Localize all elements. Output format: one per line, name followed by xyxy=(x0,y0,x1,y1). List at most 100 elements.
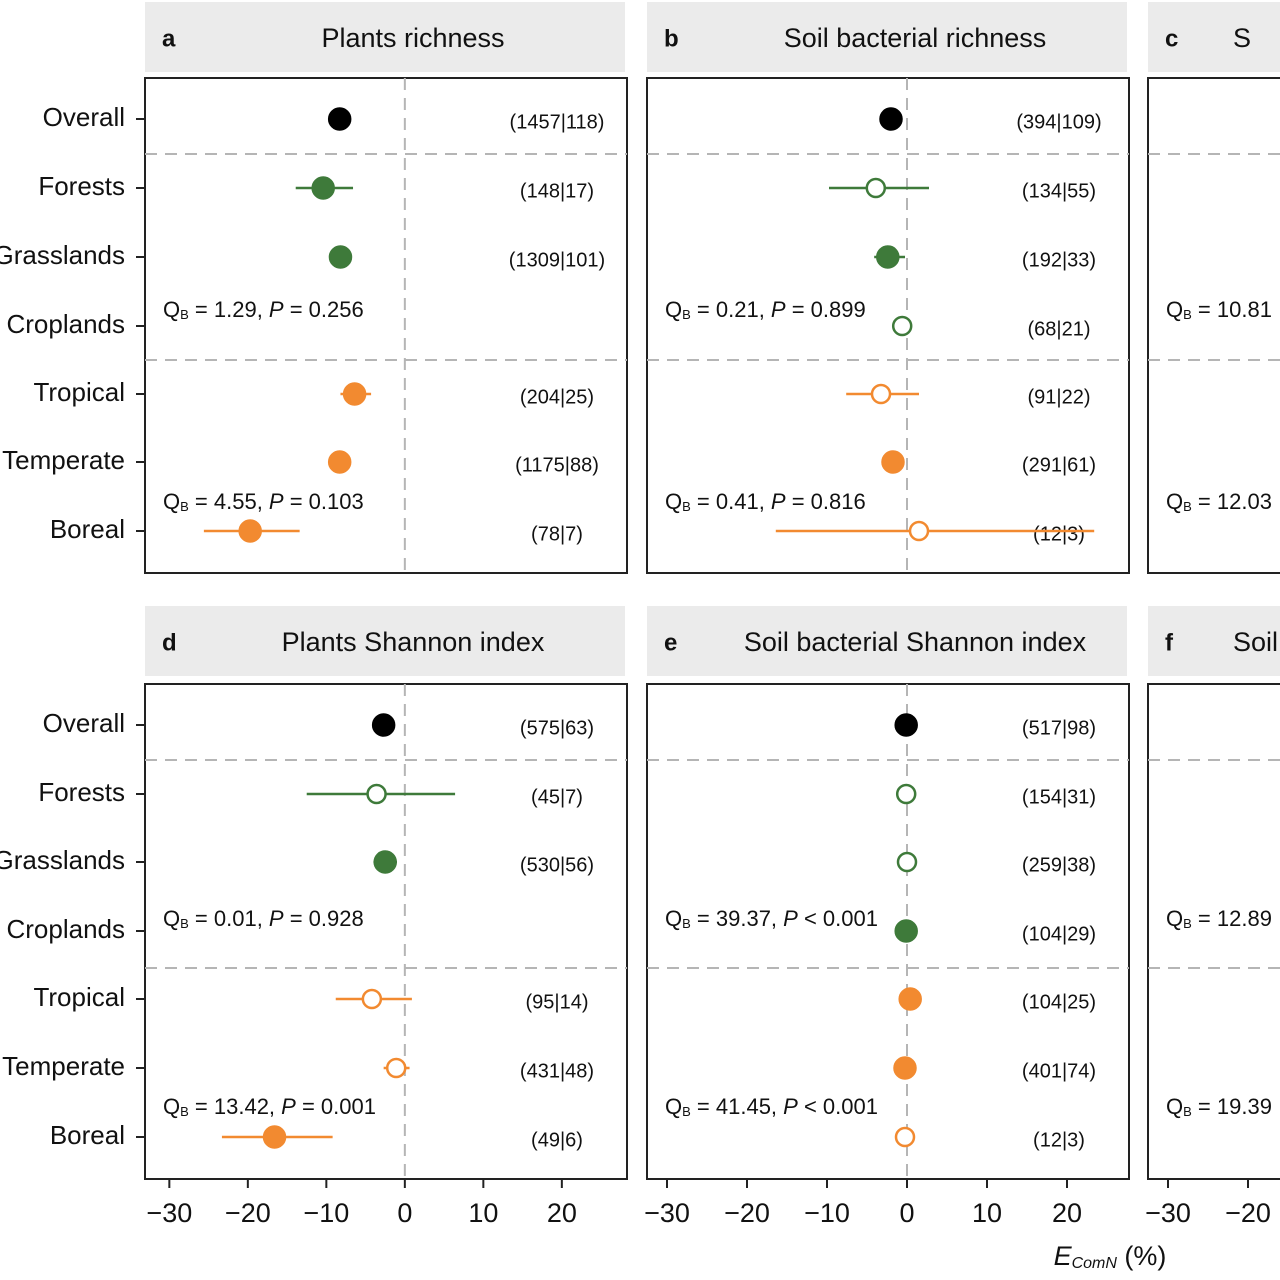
panel-title: Soil xyxy=(1233,627,1278,657)
x-axis-label-sub: ComN xyxy=(1072,1255,1118,1272)
sample-size: (1175|88) xyxy=(515,454,599,476)
annotation-sub: B xyxy=(180,307,189,322)
panel-letter: b xyxy=(664,25,679,52)
point xyxy=(891,315,913,337)
sample-size: (517|98) xyxy=(1022,717,1096,739)
annotation-sub: B xyxy=(1183,499,1192,514)
annotation: QB = 13.42, P = 0.001 xyxy=(163,1094,376,1120)
panel-frame xyxy=(1147,683,1280,1180)
sample-size: (401|74) xyxy=(1022,1060,1096,1082)
point xyxy=(385,1057,407,1079)
category-label: Overall xyxy=(43,708,125,738)
x-tick-label: 20 xyxy=(547,1198,577,1228)
point xyxy=(373,850,397,874)
panel-title: Plants Shannon index xyxy=(282,627,545,657)
annotation-p: P xyxy=(269,906,284,931)
point xyxy=(876,245,900,269)
annotation-text: = 41.45, xyxy=(691,1094,783,1119)
annotation-text: = 0.21, xyxy=(691,297,771,322)
category-label: Boreal xyxy=(50,514,125,544)
point xyxy=(328,245,353,269)
annotation-rest: < 0.001 xyxy=(798,1094,878,1119)
annotation: QB = 0.21, P = 0.899 xyxy=(665,297,866,323)
x-axis-label-unit: (%) xyxy=(1117,1241,1167,1271)
annotation-p: P xyxy=(281,1094,296,1119)
point xyxy=(893,1056,917,1080)
category-label: Forests xyxy=(38,171,125,201)
category-label: Tropical xyxy=(33,377,125,407)
x-tick-label: −20 xyxy=(225,1198,271,1228)
annotation-sub: B xyxy=(682,916,691,931)
panel-letter: d xyxy=(162,629,177,656)
sample-size: (1457|118) xyxy=(510,111,605,133)
panel-letter: f xyxy=(1165,629,1174,656)
category-label: Croplands xyxy=(6,309,125,339)
panel-header xyxy=(1148,2,1280,72)
point xyxy=(879,107,903,131)
annotation-sub: B xyxy=(180,916,189,931)
point xyxy=(894,1126,916,1148)
sample-size: (104|29) xyxy=(1022,923,1096,945)
sample-size: (431|48) xyxy=(520,1060,594,1082)
annotation-q: Q xyxy=(665,489,682,514)
sample-size: (1309|101) xyxy=(509,249,605,271)
point xyxy=(311,176,335,200)
category-label: Tropical xyxy=(33,982,125,1012)
annotation-text: = 19.39 xyxy=(1192,1094,1272,1119)
x-tick-label: −10 xyxy=(303,1198,349,1228)
sample-size: (104|25) xyxy=(1022,991,1096,1013)
category-label: Temperate xyxy=(2,1051,125,1081)
annotation-text: = 12.03 xyxy=(1192,489,1272,514)
sample-size: (394|109) xyxy=(1016,111,1101,133)
panel-frame xyxy=(1147,77,1280,574)
annotation-rest: = 0.001 xyxy=(296,1094,376,1119)
panel-header xyxy=(1148,606,1280,676)
annotation-rest: = 0.256 xyxy=(284,297,364,322)
sample-size: (575|63) xyxy=(520,717,594,739)
panel-header xyxy=(647,2,1127,72)
panel-title: Plants richness xyxy=(321,23,504,53)
annotation-sub: B xyxy=(180,499,189,514)
sample-size: (291|61) xyxy=(1022,454,1096,476)
panel-frame xyxy=(646,683,1130,1180)
sample-size: (49|6) xyxy=(531,1129,583,1151)
point xyxy=(366,783,387,805)
sample-size: (192|33) xyxy=(1022,249,1096,271)
point xyxy=(327,450,352,474)
panel-letter: c xyxy=(1165,25,1178,52)
annotation-p: P xyxy=(771,489,786,514)
panel-title: Soil bacterial Shannon index xyxy=(744,627,1087,657)
panel-header xyxy=(145,606,625,676)
point xyxy=(342,382,367,406)
annotation-p: P xyxy=(269,297,284,322)
category-label: Temperate xyxy=(2,445,125,475)
annotation-p: P xyxy=(269,489,284,514)
annotation-rest: = 0.103 xyxy=(284,489,364,514)
annotation-p: P xyxy=(783,1094,798,1119)
annotation-q: Q xyxy=(1166,489,1183,514)
sample-size: (530|56) xyxy=(520,854,594,876)
point xyxy=(371,713,396,737)
panel-letter: e xyxy=(664,629,677,656)
annotation-text: = 10.81 xyxy=(1192,297,1272,322)
sample-size: (68|21) xyxy=(1027,318,1090,340)
annotation-text: = 0.01, xyxy=(189,906,269,931)
point xyxy=(262,1125,287,1149)
category-label: Forests xyxy=(38,777,125,807)
annotation-sub: B xyxy=(180,1104,189,1119)
annotation-text: = 13.42, xyxy=(189,1094,281,1119)
sample-size: (78|7) xyxy=(531,523,583,545)
annotation-text: = 39.37, xyxy=(691,906,783,931)
annotation-sub: B xyxy=(1183,1104,1192,1119)
x-tick-label: −20 xyxy=(724,1198,770,1228)
annotation-rest: = 0.816 xyxy=(786,489,866,514)
sample-size: (95|14) xyxy=(525,991,588,1013)
panel-title: S xyxy=(1233,23,1251,53)
x-tick-label: 0 xyxy=(899,1198,914,1228)
sample-size: (259|38) xyxy=(1022,854,1096,876)
annotation: QB = 12.03 xyxy=(1166,489,1272,515)
category-label: Boreal xyxy=(50,1120,125,1150)
annotation: QB = 41.45, P < 0.001 xyxy=(665,1094,878,1120)
annotation-q: Q xyxy=(665,297,682,322)
